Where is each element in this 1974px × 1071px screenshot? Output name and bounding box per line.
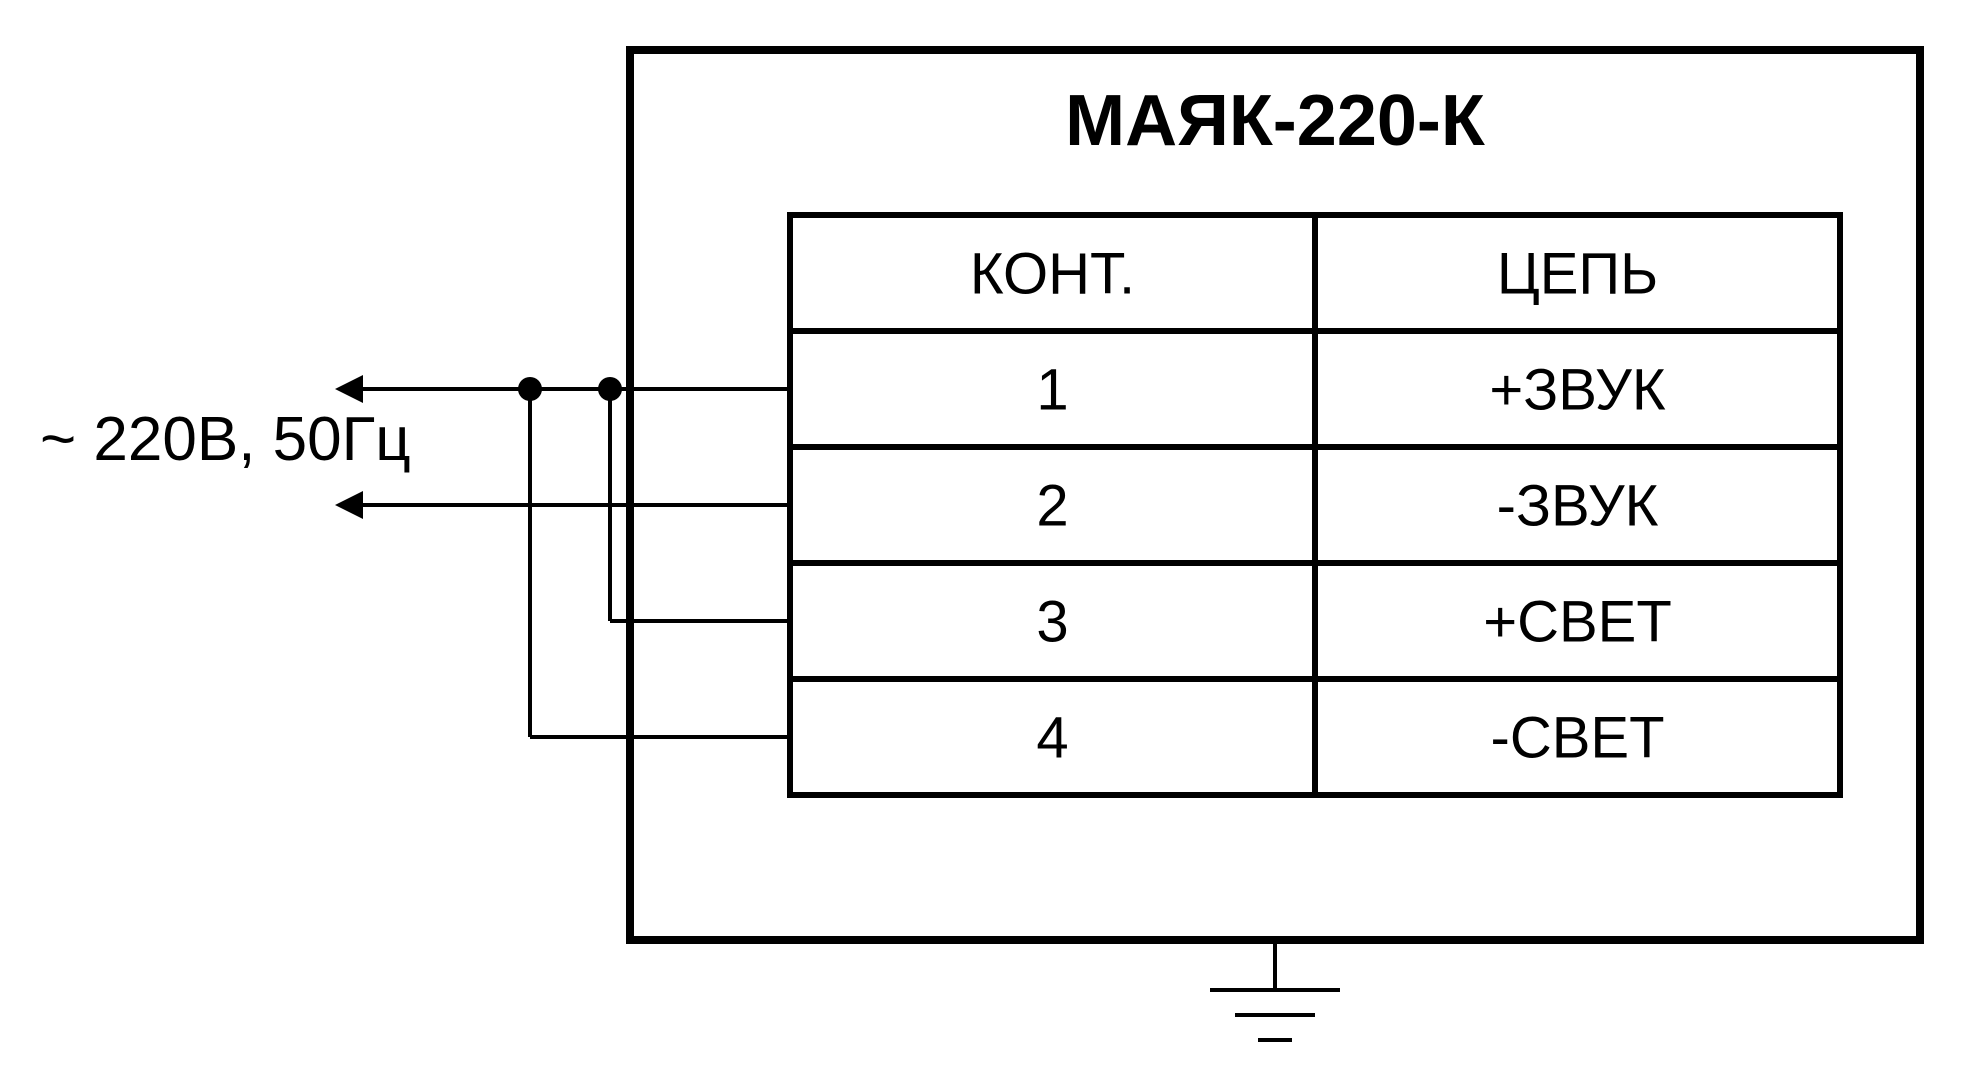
table-cell: 2 bbox=[1036, 473, 1068, 538]
table-cell: 3 bbox=[1036, 589, 1068, 654]
power-label: ~ 220В, 50Гц bbox=[40, 405, 411, 474]
device-title: МАЯК-220-К bbox=[1065, 81, 1486, 161]
table-cell: -СВЕТ bbox=[1491, 705, 1665, 770]
arrowhead-icon bbox=[335, 375, 363, 403]
table-cell: 1 bbox=[1036, 357, 1068, 422]
table-cell: +ЗВУК bbox=[1489, 357, 1666, 422]
arrowhead-icon bbox=[335, 491, 363, 519]
table-cell: +СВЕТ bbox=[1483, 589, 1672, 654]
device-box bbox=[630, 50, 1920, 940]
junction-dot bbox=[518, 377, 542, 401]
junction-dot bbox=[598, 377, 622, 401]
wiring-diagram: МАЯК-220-К КОНТ. ЦЕПЬ 1 +ЗВУК 2 -ЗВУК 3 +СВЕТ 4 -С… bbox=[0, 0, 1974, 1071]
table-header-cell: ЦЕПЬ bbox=[1497, 241, 1658, 306]
table-header-cell: КОНТ. bbox=[970, 241, 1135, 306]
table-cell: 4 bbox=[1036, 705, 1068, 770]
table-cell: -ЗВУК bbox=[1497, 473, 1659, 538]
